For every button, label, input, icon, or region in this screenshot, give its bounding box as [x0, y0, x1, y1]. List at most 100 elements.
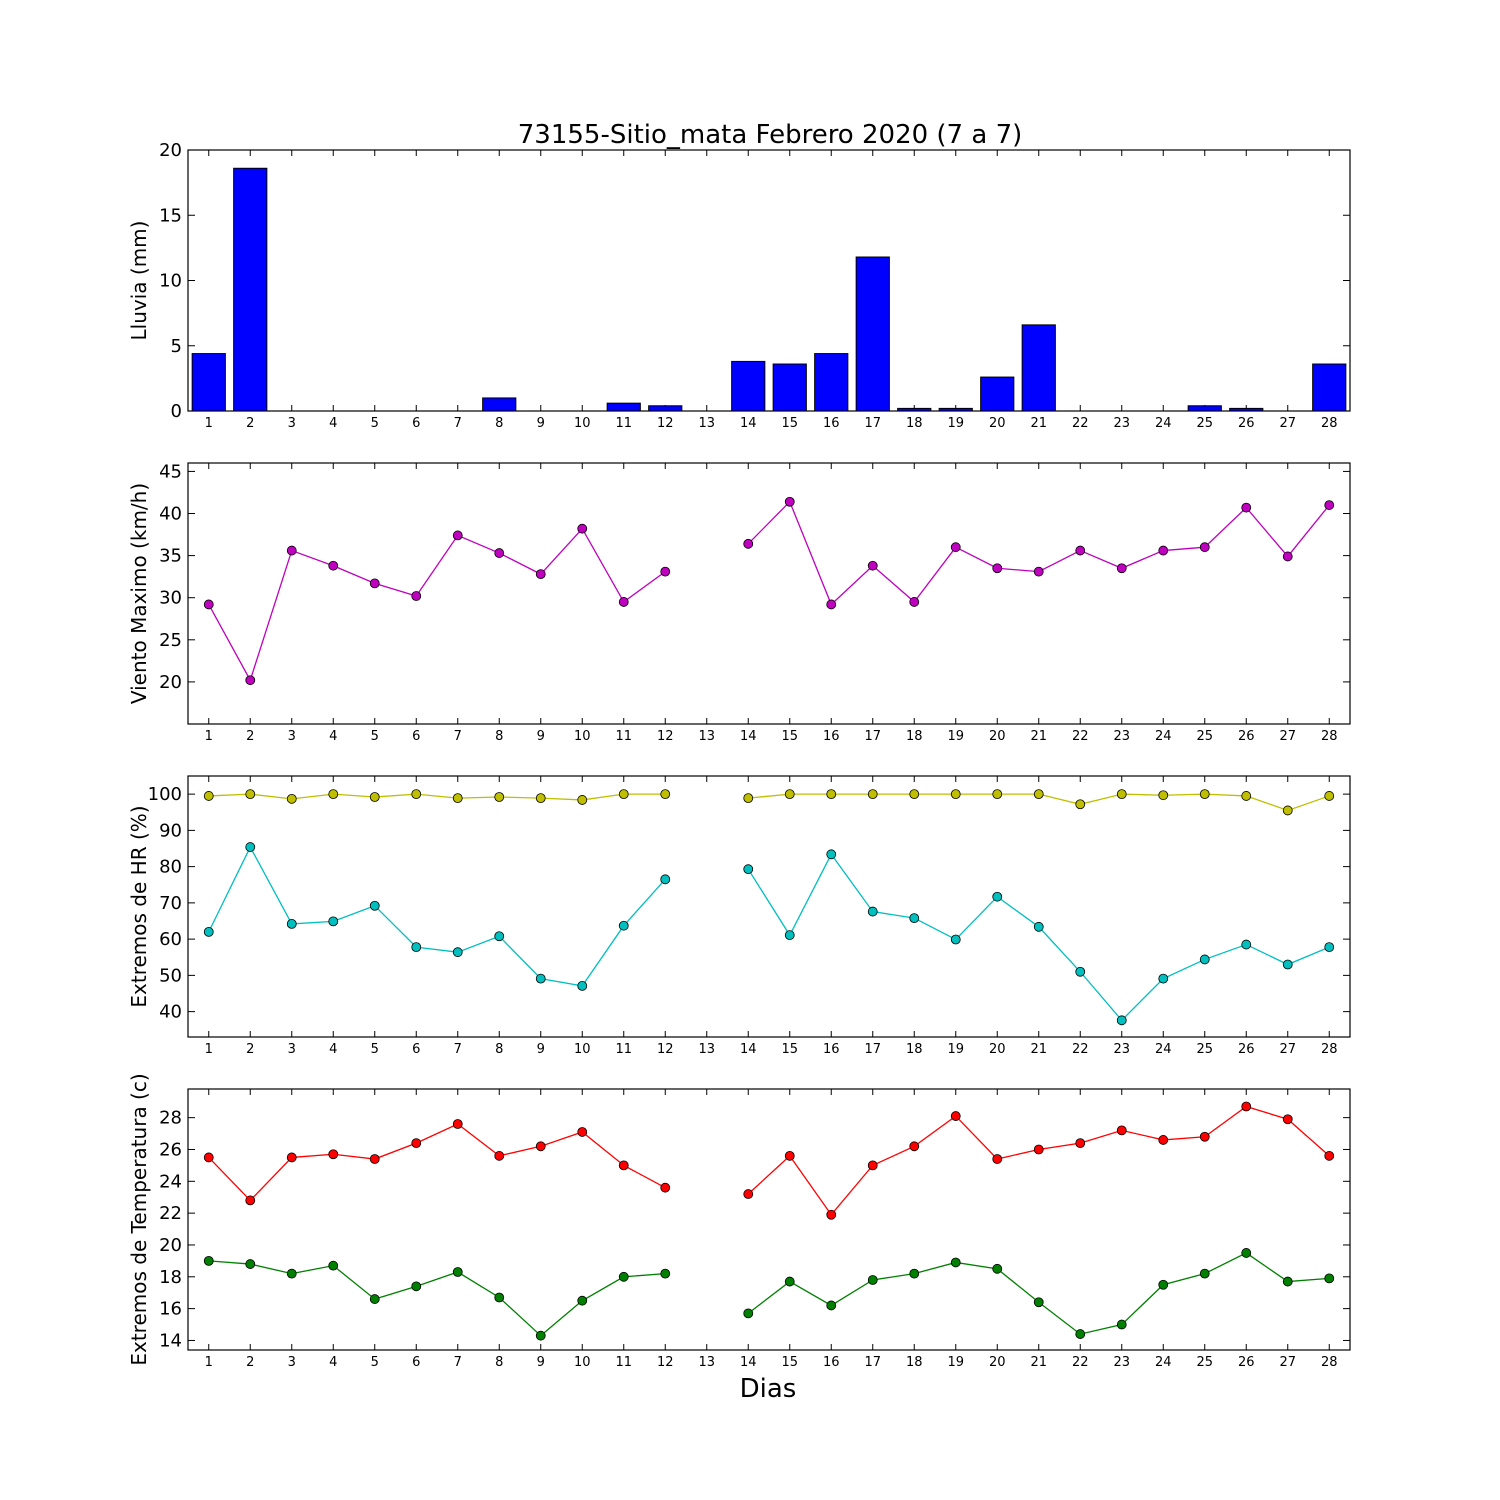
data-point [1199, 954, 1210, 965]
y-tick-label: 60 [159, 929, 182, 950]
bar [980, 376, 1015, 412]
data-point [784, 930, 795, 941]
data-point [826, 1209, 837, 1220]
x-tick-label: 11 [615, 1355, 632, 1370]
data-point [1116, 1015, 1127, 1026]
data-point [411, 1138, 422, 1149]
x-tick-label: 15 [781, 729, 798, 744]
x-tick-label: 25 [1196, 416, 1213, 431]
data-point [1158, 973, 1169, 984]
data-point [245, 842, 256, 852]
data-point [245, 1259, 256, 1269]
x-tick-label: 4 [329, 729, 337, 744]
data-point [1282, 959, 1293, 970]
x-tick-label: 20 [989, 1355, 1006, 1370]
x-tick-label: 4 [329, 1355, 337, 1370]
data-point [1324, 500, 1335, 510]
data-point [369, 792, 380, 802]
data-point [286, 1268, 297, 1279]
x-tick-label: 23 [1113, 729, 1130, 744]
x-tick-label: 6 [412, 1042, 420, 1057]
x-tick-label: 25 [1196, 1042, 1213, 1057]
data-point [411, 591, 422, 601]
x-tick-label: 27 [1279, 416, 1296, 431]
y-tick-label: 15 [159, 205, 182, 226]
x-tick-label: 5 [371, 416, 379, 431]
x-tick-label: 18 [906, 1355, 923, 1370]
data-point [1033, 1144, 1044, 1155]
series-line [747, 1252, 1330, 1335]
x-tick-label: 7 [454, 729, 462, 744]
x-tick-label: 16 [823, 729, 840, 744]
series-line [747, 853, 1330, 1022]
data-point [577, 980, 588, 991]
x-tick-label: 9 [537, 1042, 545, 1057]
data-point [577, 523, 588, 534]
data-point [660, 1268, 671, 1279]
x-tick-label: 9 [537, 416, 545, 431]
data-point [992, 891, 1003, 902]
data-point [1158, 1135, 1169, 1145]
series-line [747, 1105, 1330, 1216]
data-point [743, 538, 754, 549]
x-tick-label: 12 [657, 729, 674, 744]
y-tick-label: 0 [171, 401, 182, 422]
x-tick-label: 26 [1238, 1042, 1255, 1057]
x-tick-label: 7 [454, 1042, 462, 1057]
data-point [494, 1292, 505, 1303]
y-tick-label: 14 [159, 1330, 182, 1351]
x-tick-label: 7 [454, 416, 462, 431]
plot-frame [187, 462, 1351, 725]
x-tick-label: 1 [205, 1042, 213, 1057]
x-tick-label: 24 [1155, 729, 1172, 744]
data-point [1282, 551, 1293, 562]
data-point [1324, 1273, 1335, 1284]
x-tick-label: 1 [205, 729, 213, 744]
x-tick-label: 1 [205, 416, 213, 431]
data-point [909, 789, 920, 800]
y-tick-label: 40 [159, 1002, 182, 1023]
x-tick-label: 21 [1030, 729, 1047, 744]
y-tick-label: 50 [159, 965, 182, 986]
x-tick-label: 23 [1113, 1355, 1130, 1370]
plot-frame [187, 775, 1351, 1038]
plot-frame [187, 149, 1351, 412]
bar [191, 353, 226, 412]
data-point [1241, 1248, 1252, 1258]
data-point [203, 791, 214, 801]
bar [606, 402, 641, 412]
data-point [577, 1295, 588, 1306]
y-axis-label: Extremos de Temperatura (c) [127, 1073, 151, 1365]
series-line [208, 793, 666, 801]
y-tick-label: 25 [159, 630, 182, 651]
data-point [328, 560, 339, 571]
data-point [1324, 791, 1335, 801]
bar [814, 353, 849, 412]
x-tick-label: 18 [906, 729, 923, 744]
x-tick-label: 16 [823, 1355, 840, 1370]
series-line [208, 527, 666, 682]
series-line [208, 845, 666, 987]
series-line [747, 500, 1330, 606]
x-tick-label: 3 [288, 1042, 296, 1057]
data-point [1033, 566, 1044, 577]
y-tick-label: 24 [159, 1171, 182, 1192]
data-point [950, 1257, 961, 1268]
x-tick-label: 14 [740, 1042, 757, 1057]
bar [897, 407, 932, 412]
x-tick-label: 22 [1072, 1042, 1089, 1057]
x-tick-label: 12 [657, 416, 674, 431]
y-tick-label: 26 [159, 1139, 182, 1160]
bar [1187, 405, 1222, 412]
data-point [992, 1154, 1003, 1164]
bar [1021, 324, 1056, 412]
x-tick-label: 10 [574, 729, 591, 744]
data-point [286, 919, 297, 929]
data-point [992, 1263, 1003, 1274]
x-tick-label: 2 [246, 729, 254, 744]
x-tick-label: 5 [371, 729, 379, 744]
data-point [1241, 1101, 1252, 1112]
x-tick-label: 24 [1155, 416, 1172, 431]
x-tick-label: 20 [989, 729, 1006, 744]
